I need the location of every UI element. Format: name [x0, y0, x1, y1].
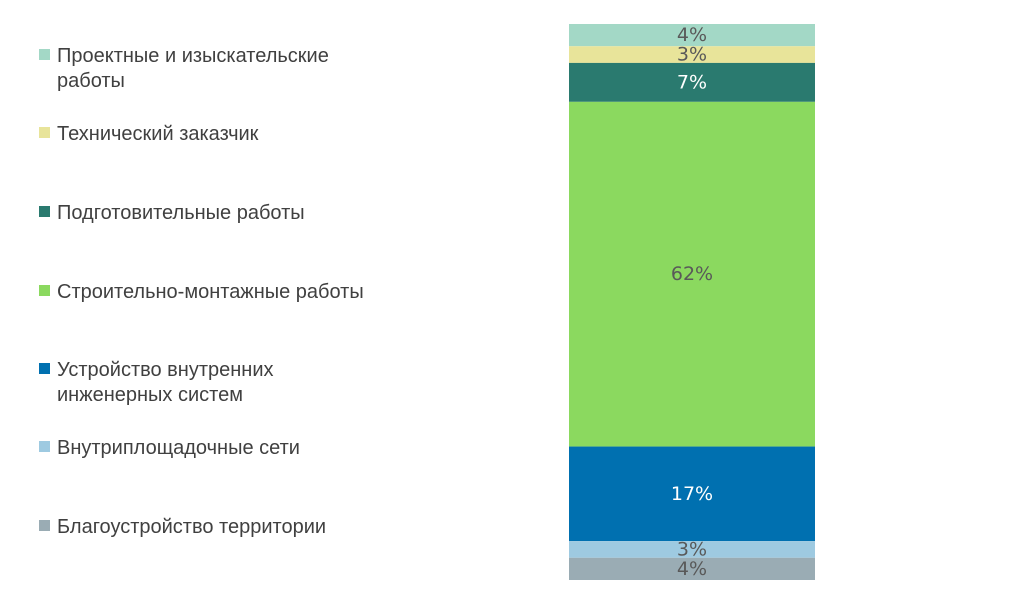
bar-stack [569, 24, 815, 580]
legend-item-7: Благоустройство территории [39, 516, 326, 538]
legend-swatch-5 [39, 363, 50, 374]
data-label-7: 4% [677, 558, 707, 580]
legend-label-3: Подготовительные работы [57, 202, 305, 224]
data-label-2: 3% [677, 44, 707, 66]
legend-label-2: Технический заказчик [57, 123, 259, 145]
data-label-4: 62% [671, 263, 713, 285]
legend-item-6: Внутриплощадочные сети [39, 437, 300, 459]
legend-swatch-6 [39, 441, 50, 452]
bar-segment-3 [569, 62, 815, 102]
legend-item-4: Строительно-монтажные работы [39, 281, 364, 303]
legend-item-2: Технический заказчик [39, 123, 259, 145]
legend-label-7: Благоустройство территории [57, 516, 326, 538]
legend-item-1: Проектные и изыскательские работы [39, 45, 329, 92]
bar-segment-6 [569, 541, 815, 558]
legend-label-5: Устройство внутренних инженерных систем [57, 359, 274, 406]
legend-swatch-4 [39, 285, 50, 296]
legend-swatch-1 [39, 49, 50, 60]
data-labels: 4%3%7%62%17%3%4% [671, 24, 713, 580]
legend-label-4: Строительно-монтажные работы [57, 281, 364, 303]
legend-label-1: Проектные и изыскательские работы [57, 45, 329, 92]
legend: Проектные и изыскательские работы Техничес… [39, 45, 364, 538]
bar-segment-7 [569, 557, 815, 580]
data-label-3: 7% [677, 71, 707, 93]
data-label-5: 17% [671, 483, 713, 505]
legend-label-6: Внутриплощадочные сети [57, 437, 300, 459]
legend-swatch-2 [39, 127, 50, 138]
bar-segment-2 [569, 46, 815, 63]
bar-segment-5 [569, 446, 815, 542]
bar-segment-4 [569, 101, 815, 447]
data-label-1: 4% [677, 24, 707, 46]
bar-segment-1 [569, 24, 815, 47]
data-label-6: 3% [677, 538, 707, 560]
legend-swatch-7 [39, 520, 50, 531]
legend-item-3: Подготовительные работы [39, 202, 305, 224]
legend-swatch-3 [39, 206, 50, 217]
legend-item-5: Устройство внутренних инженерных систем [39, 359, 274, 406]
